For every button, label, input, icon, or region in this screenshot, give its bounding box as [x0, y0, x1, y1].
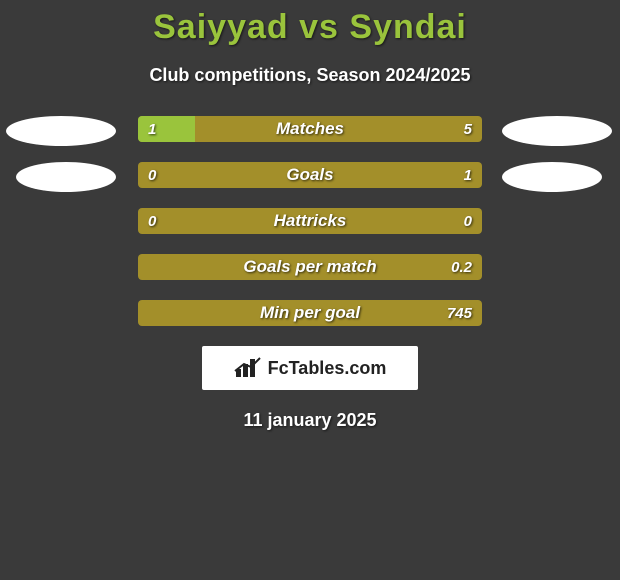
stat-value-right: 5	[464, 116, 472, 142]
stat-bars: 1Matches50Goals10Hattricks0Goals per mat…	[138, 116, 482, 326]
vs-separator: vs	[299, 8, 339, 46]
stat-value-right: 0	[464, 208, 472, 234]
stat-label: Goals	[138, 162, 482, 188]
stat-row: 1Matches5	[138, 116, 482, 142]
player2-flag-placeholder	[502, 162, 602, 192]
stat-label: Goals per match	[138, 254, 482, 280]
date-text: 11 january 2025	[0, 410, 620, 431]
stat-label: Hattricks	[138, 208, 482, 234]
stat-value-right: 1	[464, 162, 472, 188]
player2-name: Syndai	[349, 8, 466, 46]
subtitle: Club competitions, Season 2024/2025	[0, 65, 620, 86]
stat-value-right: 0.2	[451, 254, 472, 280]
player1-flag-placeholder	[16, 162, 116, 192]
stat-value-right: 745	[447, 300, 472, 326]
player1-badge-placeholder	[6, 116, 116, 146]
comparison-card: Saiyyad vs Syndai Club competitions, Sea…	[0, 0, 620, 431]
stat-row: 0Hattricks0	[138, 208, 482, 234]
stat-label: Matches	[138, 116, 482, 142]
player1-name: Saiyyad	[153, 8, 289, 46]
source-logo: FcTables.com	[202, 346, 418, 390]
chart-icon	[234, 357, 262, 379]
page-title: Saiyyad vs Syndai	[0, 8, 620, 47]
logo-text: FcTables.com	[268, 358, 387, 379]
stat-label: Min per goal	[138, 300, 482, 326]
stat-row: Goals per match0.2	[138, 254, 482, 280]
stat-row: 0Goals1	[138, 162, 482, 188]
stats-area: 1Matches50Goals10Hattricks0Goals per mat…	[0, 116, 620, 326]
player2-badge-placeholder	[502, 116, 612, 146]
stat-row: Min per goal745	[138, 300, 482, 326]
